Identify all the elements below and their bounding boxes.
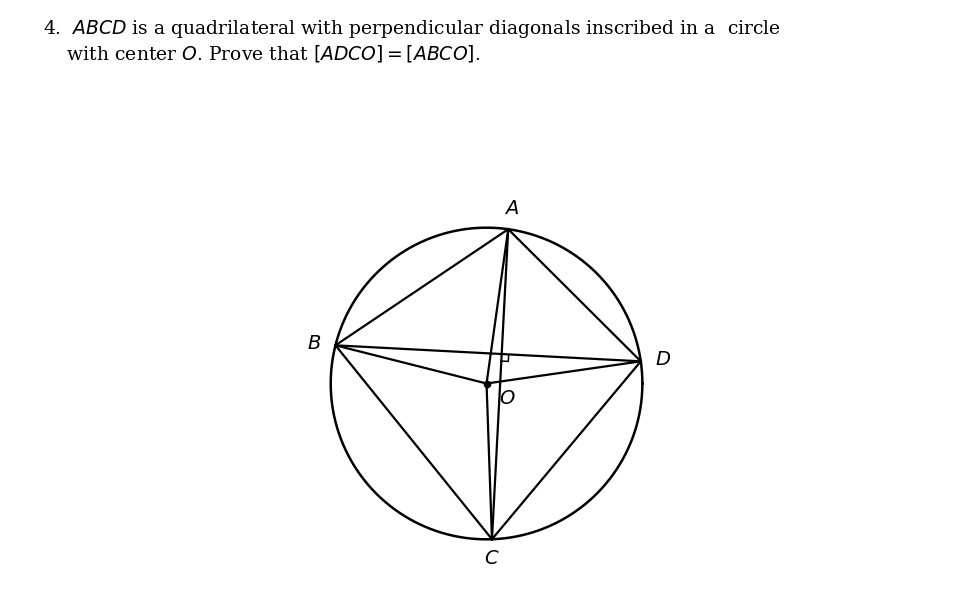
Text: $A$: $A$ [503, 200, 518, 218]
Text: $D$: $D$ [654, 351, 670, 369]
Text: 4.  $ABCD$ is a quadrilateral with perpendicular diagonals inscribed in a  circl: 4. $ABCD$ is a quadrilateral with perpen… [43, 18, 781, 64]
Text: $O$: $O$ [498, 390, 515, 408]
Text: $C$: $C$ [484, 550, 499, 568]
Text: $B$: $B$ [307, 335, 321, 353]
